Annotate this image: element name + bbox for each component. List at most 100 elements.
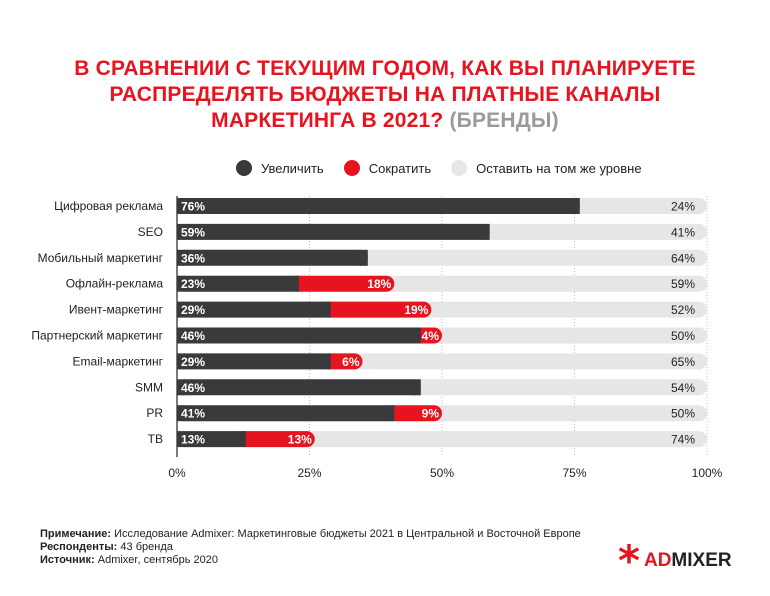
category-label: Ивент-маркетинг	[69, 303, 164, 317]
bar-increase-seam	[412, 327, 421, 344]
title-line-2: РАСПРЕДЕЛЯТЬ БЮДЖЕТЫ НА ПЛАТНЫЕ КАНАЛЫ	[109, 83, 661, 106]
data-label-decrease: 19%	[404, 303, 428, 317]
bar-increase-end	[359, 249, 368, 266]
bar-increase	[177, 379, 421, 396]
bar-increase-start	[177, 353, 185, 370]
data-label-same: 65%	[671, 355, 695, 369]
note-line: Примечание: Исследование Admixer: Маркет…	[40, 528, 581, 541]
source-label: Источник:	[40, 554, 95, 566]
bar-increase	[177, 353, 331, 370]
bar-increase-seam	[322, 353, 331, 370]
data-label-increase: 29%	[181, 303, 205, 317]
bar-increase	[177, 198, 580, 214]
data-label-same: 64%	[671, 251, 695, 265]
data-label-same: 52%	[671, 303, 695, 317]
respondents-line: Респонденты: 43 бренда	[40, 541, 581, 554]
bar-increase-end	[571, 198, 580, 214]
chart-title: В СРАВНЕНИИ С ТЕКУЩИМ ГОДОМ, КАК ВЫ ПЛАН…	[0, 56, 770, 134]
admixer-logo: * AD MIXER	[618, 536, 732, 585]
category-label: SEO	[138, 225, 163, 239]
bar-increase-seam	[237, 431, 246, 448]
legend-item-increase: Увеличить	[236, 160, 324, 176]
legend-item-same: Оставить на том же уровне	[451, 160, 642, 176]
data-label-same: 50%	[671, 329, 695, 343]
legend-dot-same	[451, 160, 468, 176]
data-label-increase: 36%	[181, 251, 205, 265]
bar-decrease	[384, 405, 442, 422]
title-line-3-text: МАРКЕТИНГА В 2021?	[211, 109, 444, 132]
title-suffix: (БРЕНДЫ)	[449, 109, 559, 132]
bar-increase	[177, 275, 299, 292]
category-label: PR	[146, 406, 163, 420]
legend-label-increase: Увеличить	[261, 160, 324, 176]
category-label: Цифровая реклама	[54, 199, 163, 213]
data-label-decrease: 4%	[422, 329, 440, 343]
bar-increase	[177, 327, 421, 344]
category-label: Email-маркетинг	[73, 354, 164, 368]
bar-increase-start	[177, 327, 185, 344]
data-label-decrease: 18%	[367, 277, 391, 291]
legend-label-same: Оставить на том же уровне	[476, 160, 642, 176]
bar-increase	[177, 405, 395, 422]
category-label: Партнерский маркетинг	[31, 329, 163, 343]
bar-decrease	[288, 275, 395, 292]
data-label-increase: 23%	[181, 277, 205, 291]
bar-increase-start	[177, 223, 185, 240]
logo-text-ad: AD	[643, 550, 672, 571]
legend-item-decrease: Сократить	[343, 160, 432, 176]
bar-increase-start	[177, 301, 185, 318]
bar-increase-start	[177, 379, 185, 396]
source-line: Источник: Admixer, сентябрь 2020	[40, 554, 581, 567]
data-label-increase: 46%	[181, 381, 205, 395]
x-tick-label: 75%	[562, 466, 586, 480]
data-label-increase: 41%	[181, 407, 205, 421]
data-label-decrease: 13%	[288, 433, 312, 447]
data-label-increase: 13%	[181, 433, 205, 447]
asterisk-icon: *	[618, 536, 640, 585]
source-text: Admixer, сентябрь 2020	[97, 554, 218, 566]
bar-decrease	[320, 301, 432, 318]
data-label-same: 59%	[671, 277, 695, 291]
note-text: Исследование Admixer: Маркетинговые бюдж…	[114, 528, 581, 540]
respondents-label: Респонденты:	[40, 541, 118, 553]
data-label-same: 50%	[671, 407, 695, 421]
bar-decrease	[320, 353, 363, 370]
bar-increase-start	[177, 405, 185, 422]
data-label-increase: 76%	[181, 200, 205, 214]
bar-increase-start	[177, 249, 185, 266]
bar-increase-end	[412, 379, 421, 396]
legend-dot-decrease	[343, 160, 360, 176]
title-line-3: МАРКЕТИНГА В 2021? (БРЕНДЫ)	[0, 108, 770, 134]
legend: Увеличить Сократить Оставить на том же у…	[236, 158, 662, 178]
data-label-increase: 59%	[181, 225, 205, 239]
title-line-1: В СРАВНЕНИИ С ТЕКУЩИМ ГОДОМ, КАК ВЫ ПЛАН…	[74, 57, 696, 80]
x-tick-label: 0%	[168, 466, 186, 480]
bar-decrease	[235, 431, 315, 448]
bar-increase	[177, 431, 246, 448]
bar-increase-start	[177, 275, 185, 292]
x-tick-label: 100%	[692, 466, 723, 480]
legend-label-decrease: Сократить	[368, 160, 432, 176]
note-label: Примечание:	[40, 528, 112, 540]
data-label-same: 54%	[671, 381, 695, 395]
respondents-text: 43 бренда	[120, 541, 173, 553]
legend-dot-increase	[236, 160, 252, 176]
bar-increase	[177, 301, 331, 318]
logo-text-mixer: MIXER	[671, 550, 732, 571]
category-label: SMM	[135, 380, 163, 394]
category-label: ТВ	[148, 432, 163, 446]
bar-increase-start	[177, 198, 185, 214]
data-label-same: 24%	[671, 200, 695, 214]
bar-increase-seam	[386, 405, 395, 422]
category-label: Офлайн-реклама	[66, 277, 164, 291]
footnotes: Примечание: Исследование Admixer: Маркет…	[40, 528, 581, 567]
x-tick-label: 25%	[297, 466, 321, 480]
data-label-same: 74%	[671, 433, 695, 447]
category-label: Мобильный маркетинг	[38, 251, 164, 265]
bar-increase-seam	[322, 301, 331, 318]
data-label-decrease: 9%	[422, 407, 440, 421]
data-label-same: 41%	[671, 225, 695, 239]
bar-increase-end	[481, 223, 490, 240]
bar-increase-start	[177, 431, 185, 448]
